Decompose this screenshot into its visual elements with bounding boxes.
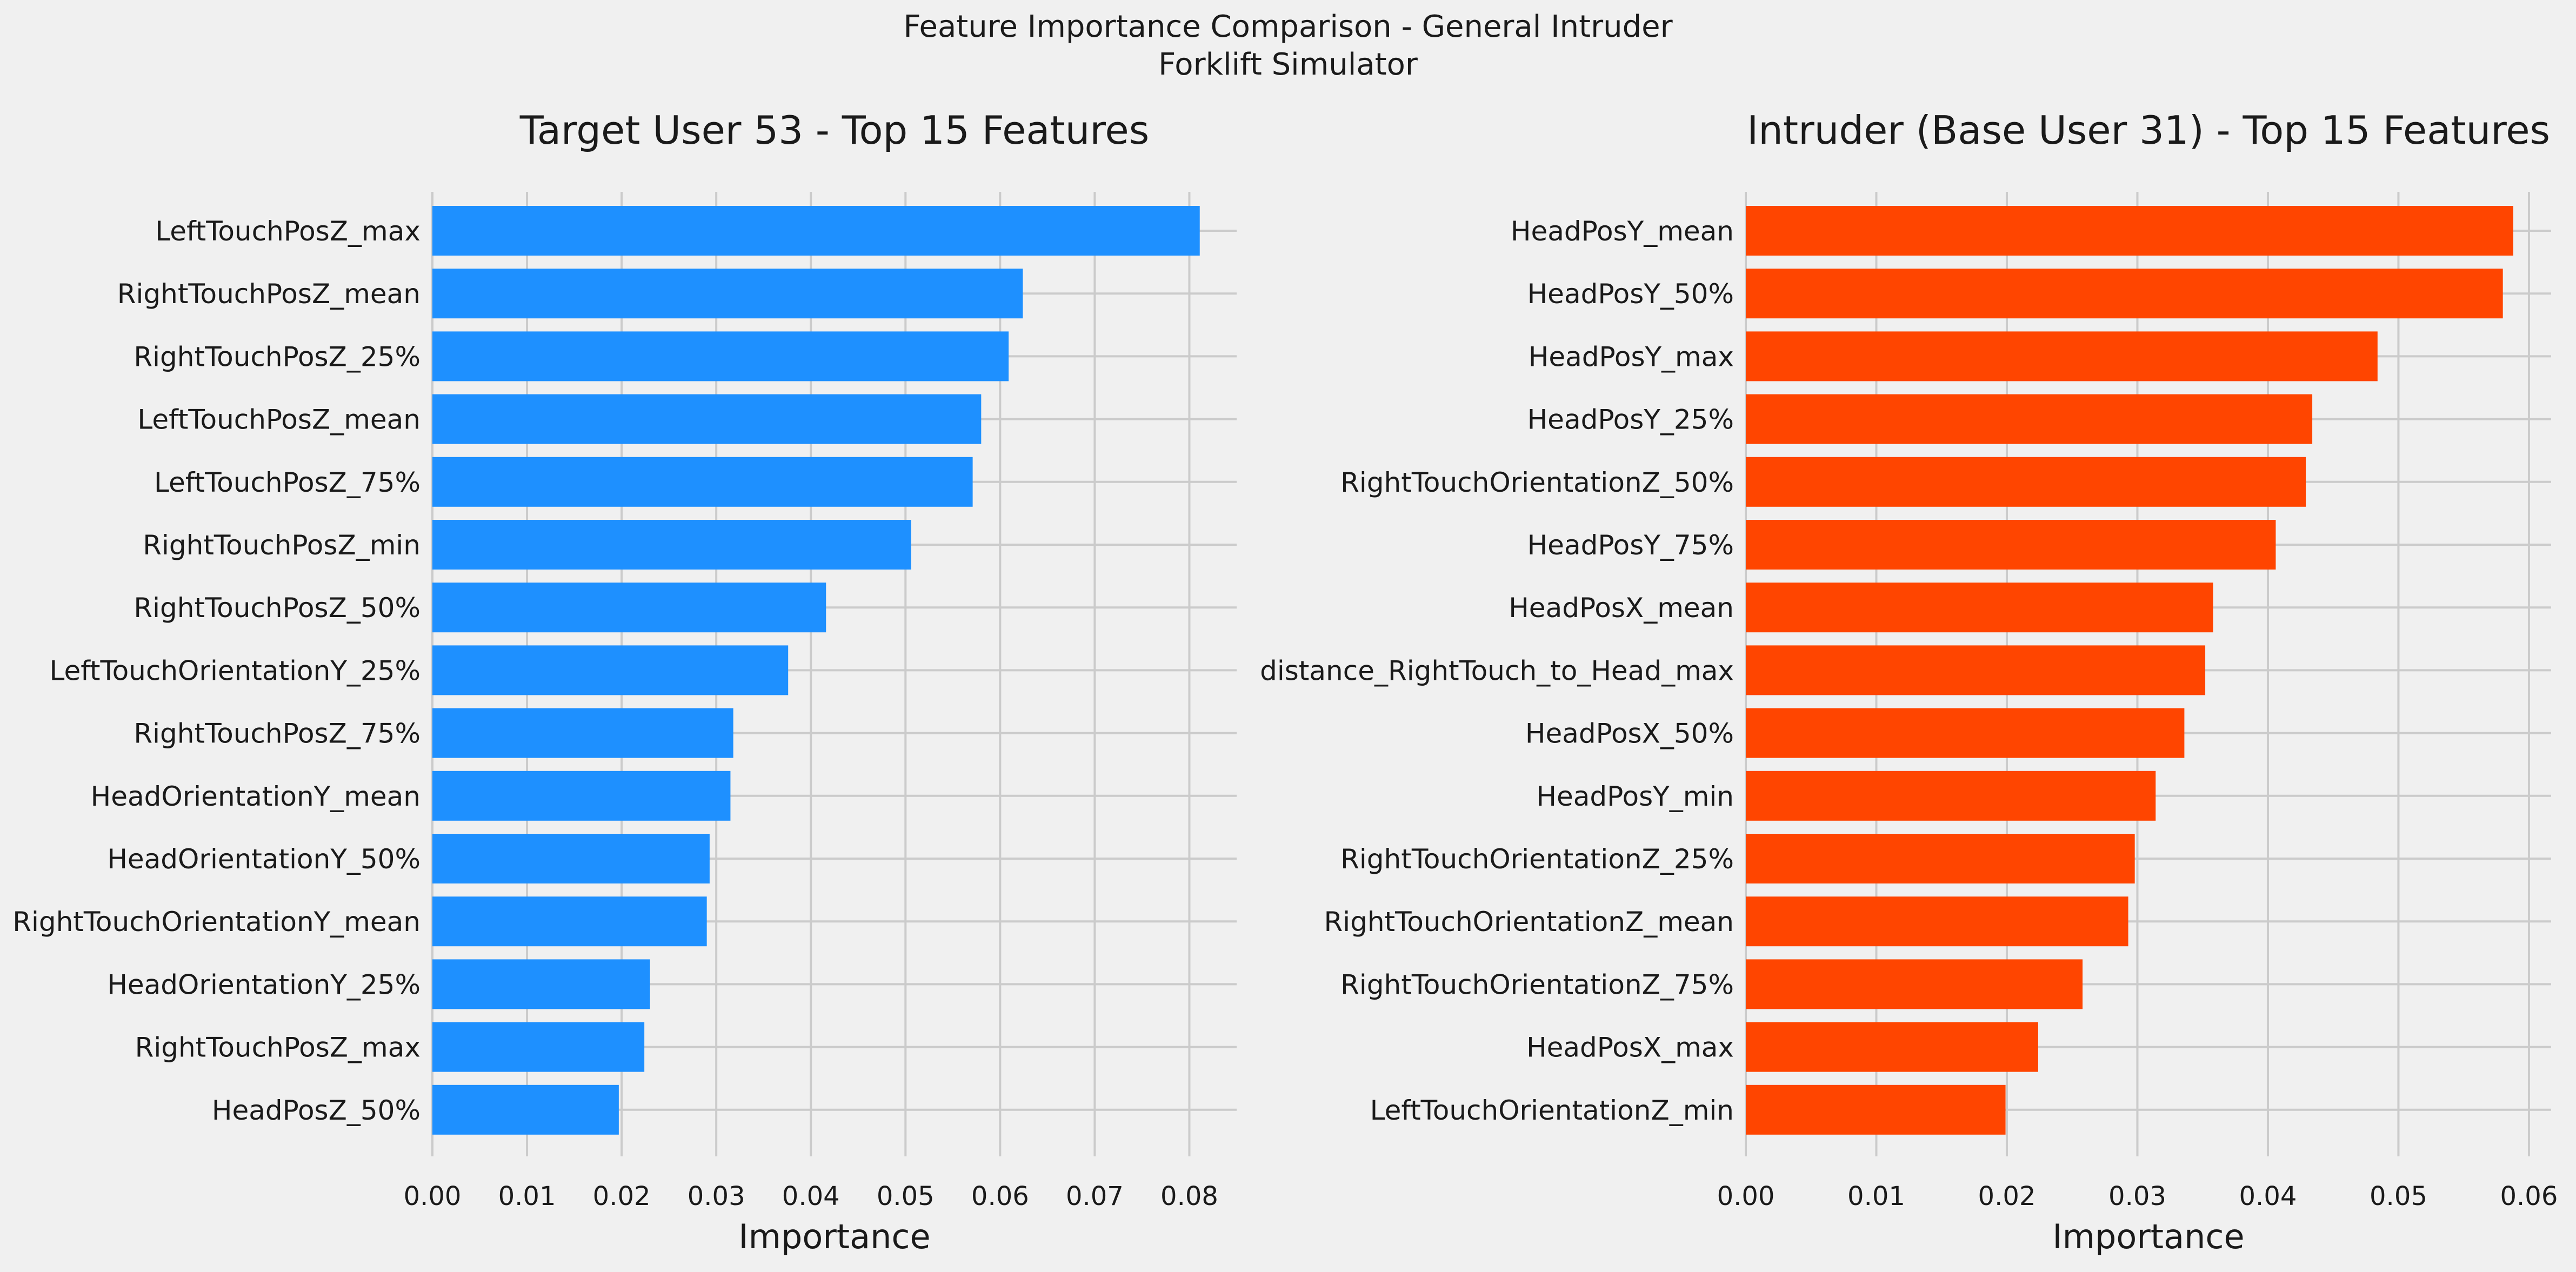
right-bar — [1746, 394, 2313, 444]
right-category-label: HeadPosY_75% — [1527, 530, 1734, 561]
left-xtick-label: 0.01 — [498, 1181, 556, 1211]
left-bar — [432, 771, 731, 821]
left-xtick-label: 0.06 — [971, 1181, 1029, 1211]
left-bar — [432, 331, 1009, 381]
left-xtick-label: 0.02 — [593, 1181, 651, 1211]
left-bar — [432, 394, 982, 444]
left-chart-plot-area: LeftTouchPosZ_max RightTouchPosZ_mean Righ… — [12, 192, 1237, 1211]
left-xtick-label: 0.08 — [1160, 1181, 1218, 1211]
right-bar — [1746, 771, 2156, 821]
right-bar — [1746, 457, 2306, 507]
figure-suptitle-line2: Forklift Simulator — [1158, 47, 1418, 82]
left-category-label: HeadPosZ_50% — [212, 1095, 421, 1126]
right-xtick-label: 0.02 — [1978, 1181, 2036, 1211]
right-bar — [1746, 896, 2128, 947]
left-bar — [432, 520, 911, 570]
left-category-label: HeadOrientationY_50% — [107, 843, 421, 875]
right-chart-panel: Intruder (Base User 31) - Top 15 Feature… — [1260, 108, 2558, 1256]
right-category-label: HeadPosY_50% — [1527, 278, 1734, 310]
left-category-label: LeftTouchOrientationY_25% — [49, 655, 421, 686]
right-category-label: LeftTouchOrientationZ_min — [1370, 1095, 1734, 1126]
left-xtick-label: 0.07 — [1066, 1181, 1124, 1211]
left-chart-panel: Target User 53 - Top 15 Features LeftTou… — [12, 108, 1237, 1256]
left-xtick-label: 0.00 — [404, 1181, 462, 1211]
right-xtick-label: 0.05 — [2370, 1181, 2427, 1211]
right-bar — [1746, 206, 2513, 256]
right-bar — [1746, 583, 2213, 633]
right-bar — [1746, 1022, 2038, 1072]
right-category-label: RightTouchOrientationZ_50% — [1340, 467, 1734, 498]
left-category-label: HeadOrientationY_25% — [107, 969, 421, 1000]
figure-suptitle-line1: Feature Importance Comparison - General … — [903, 9, 1673, 44]
left-category-label: LeftTouchPosZ_max — [155, 216, 421, 247]
left-category-label: RightTouchPosZ_25% — [134, 341, 421, 372]
left-bar — [432, 645, 789, 695]
left-category-label: RightTouchPosZ_max — [135, 1032, 421, 1063]
right-xtick-label: 0.00 — [1717, 1181, 1775, 1211]
right-xtick-label: 0.03 — [2108, 1181, 2166, 1211]
right-xtick-label: 0.01 — [1847, 1181, 1905, 1211]
right-bar — [1746, 959, 2083, 1009]
left-category-label: RightTouchPosZ_75% — [134, 718, 421, 749]
left-bar — [432, 896, 707, 947]
left-category-label: RightTouchPosZ_50% — [134, 592, 421, 624]
right-chart-title: Intruder (Base User 31) - Top 15 Feature… — [1747, 108, 2550, 153]
right-category-label: RightTouchOrientationZ_75% — [1340, 969, 1734, 1000]
left-category-label: RightTouchOrientationY_mean — [12, 906, 421, 938]
right-category-label: HeadPosX_50% — [1525, 718, 1734, 749]
right-category-label: HeadPosX_mean — [1509, 592, 1734, 624]
right-chart-xlabel: Importance — [2052, 1217, 2244, 1256]
right-bar — [1746, 520, 2276, 570]
right-category-label: RightTouchOrientationZ_mean — [1324, 906, 1734, 938]
right-category-label: HeadPosX_max — [1526, 1032, 1734, 1063]
right-bar — [1746, 331, 2378, 381]
right-category-label: HeadPosY_max — [1529, 341, 1734, 372]
left-bar — [432, 583, 826, 633]
right-bar — [1746, 269, 2503, 319]
right-bar — [1746, 1084, 2006, 1135]
left-bar — [432, 269, 1023, 319]
left-bar — [432, 959, 650, 1009]
left-category-label: HeadOrientationY_mean — [91, 781, 421, 812]
left-chart-xlabel: Importance — [738, 1217, 930, 1256]
right-category-label: distance_RightTouch_to_Head_max — [1260, 655, 1734, 686]
left-bar — [432, 1084, 619, 1135]
left-category-label: RightTouchPosZ_mean — [117, 278, 421, 310]
left-category-label: LeftTouchPosZ_75% — [154, 467, 421, 498]
right-bar — [1746, 708, 2185, 758]
right-bar — [1746, 645, 2206, 695]
right-bar — [1746, 834, 2135, 883]
right-xtick-label: 0.04 — [2239, 1181, 2297, 1211]
right-category-label: RightTouchOrientationZ_25% — [1340, 843, 1734, 875]
right-category-label: HeadPosY_25% — [1527, 404, 1734, 436]
right-category-label: HeadPosY_min — [1536, 781, 1734, 812]
left-chart-title: Target User 53 - Top 15 Features — [519, 108, 1149, 153]
left-category-label: LeftTouchPosZ_mean — [137, 404, 421, 436]
left-xtick-label: 0.03 — [688, 1181, 745, 1211]
left-category-label: RightTouchPosZ_min — [143, 530, 421, 561]
left-xtick-label: 0.04 — [782, 1181, 840, 1211]
left-bar — [432, 834, 710, 883]
right-chart-plot-area: HeadPosY_mean HeadPosY_50% HeadPosY_max Hea… — [1260, 192, 2558, 1211]
left-bar — [432, 457, 973, 507]
left-xtick-label: 0.05 — [877, 1181, 935, 1211]
left-bar — [432, 206, 1200, 256]
right-xtick-label: 0.06 — [2500, 1181, 2558, 1211]
left-bar — [432, 708, 733, 758]
left-bar — [432, 1022, 645, 1072]
right-category-label: HeadPosY_mean — [1511, 216, 1734, 247]
